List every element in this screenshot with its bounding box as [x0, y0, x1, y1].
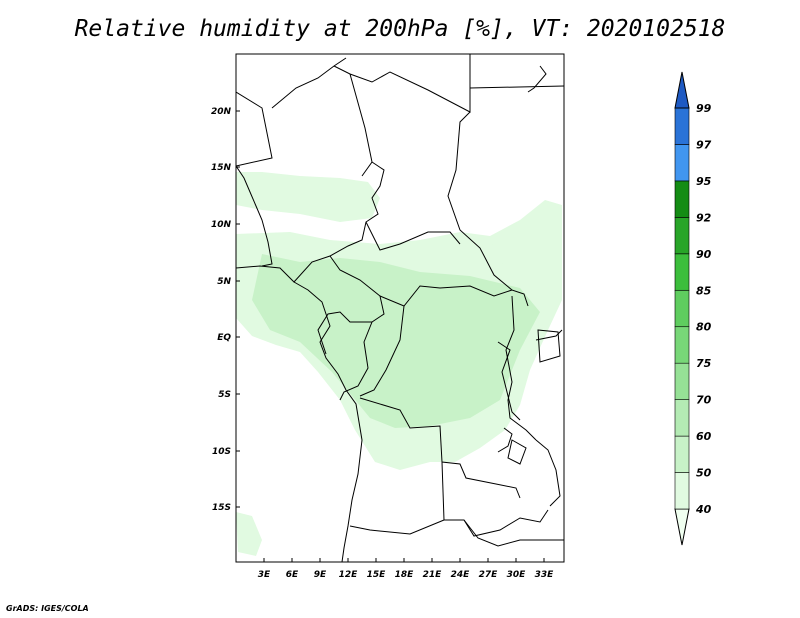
colorbar-segment [674, 362, 690, 400]
boundary-line [447, 111, 513, 291]
lon-label: 21E [423, 570, 443, 580]
colorbar-segment [674, 435, 690, 473]
colorbar-label: 60 [696, 430, 712, 443]
lat-label: 10S [212, 447, 231, 457]
colorbar-segment [674, 253, 690, 291]
colorbar-segment [674, 289, 690, 328]
lake-outline [507, 439, 527, 465]
coastline [236, 165, 273, 267]
colorbar-segment [674, 144, 690, 182]
lon-label: 15E [367, 570, 387, 580]
lon-label: 27E [479, 570, 499, 580]
boundary-line [463, 519, 564, 547]
colorbar-label: 50 [696, 467, 712, 480]
boundary-line [535, 329, 563, 341]
lon-label: 3E [258, 570, 271, 580]
colorbar-segment [674, 399, 690, 437]
lat-label: EQ [217, 333, 231, 343]
coastline [497, 341, 521, 421]
lon-label: 30E [507, 570, 527, 580]
humidity-fields [236, 172, 562, 556]
coastline [497, 427, 513, 453]
lon-label: 12E [339, 570, 359, 580]
lat-label: 20N [211, 107, 232, 117]
lon-label: 6E [286, 570, 299, 580]
colorbar-label: 99 [696, 102, 712, 115]
boundary-line [339, 321, 373, 401]
colorbar: 40 50 60 70 75 80 85 90 92 95 97 99 [674, 71, 712, 546]
coastline [527, 65, 547, 93]
map-title: Relative humidity at 200hPa [%], VT: 202… [74, 16, 726, 42]
lat-label: 15N [211, 163, 232, 173]
boundary-line [236, 161, 385, 283]
plot-frame [235, 53, 565, 563]
colorbar-segment [674, 71, 690, 109]
colorbar-segment [674, 217, 690, 255]
colorbar-label: 80 [696, 321, 712, 334]
lon-label: 9E [314, 570, 327, 580]
boundary-line [441, 461, 549, 537]
humidity-area-north-patch [330, 180, 366, 210]
lat-label: 15S [212, 503, 231, 513]
colorbar-label: 90 [696, 248, 712, 261]
boundary-line [379, 285, 529, 307]
humidity-area-southwest [236, 512, 262, 556]
latitude-axis: 20N 15N 10N 5N EQ 5S 10S 15S [211, 107, 240, 513]
colorbar-label: 95 [696, 175, 712, 188]
colorbar-segment [674, 508, 690, 546]
lake-outline [537, 329, 561, 363]
colorbar-label: 85 [696, 284, 712, 297]
boundary-line [349, 73, 373, 177]
boundary-line [365, 221, 461, 251]
boundary-line [236, 91, 273, 167]
boundary-line [535, 439, 561, 507]
colorbar-segment [674, 472, 690, 510]
colorbar-label: 75 [696, 357, 712, 370]
humidity-area-core [252, 254, 540, 428]
longitude-axis: 3E 6E 9E 12E 15E 18E 21E 24E 27E 30E 33E [258, 558, 554, 580]
colorbar-segment [674, 180, 690, 218]
country-boundaries [236, 54, 564, 562]
coastline [293, 281, 363, 562]
colorbar-segment [674, 326, 690, 364]
colorbar-label: 92 [696, 211, 712, 224]
boundary-line [271, 57, 347, 109]
colorbar-segment [674, 107, 690, 145]
colorbar-label: 70 [696, 394, 712, 407]
boundary-line [359, 397, 521, 499]
lat-label: 10N [211, 220, 232, 230]
lat-label: 5S [218, 390, 231, 400]
boundary-line [359, 305, 405, 397]
lat-label: 5N [217, 277, 231, 287]
humidity-area-east [490, 206, 560, 270]
lon-label: 24E [451, 570, 471, 580]
lon-label: 18E [395, 570, 415, 580]
boundary-line [505, 295, 537, 441]
colorbar-label: 97 [696, 138, 712, 151]
boundary-line [333, 54, 471, 113]
boundary-line [349, 519, 445, 535]
lon-label: 33E [535, 570, 555, 580]
colorbar-label: 40 [695, 503, 712, 516]
boundary-line [469, 85, 564, 89]
grads-credit: GrADS: IGES/COLA [6, 604, 89, 613]
